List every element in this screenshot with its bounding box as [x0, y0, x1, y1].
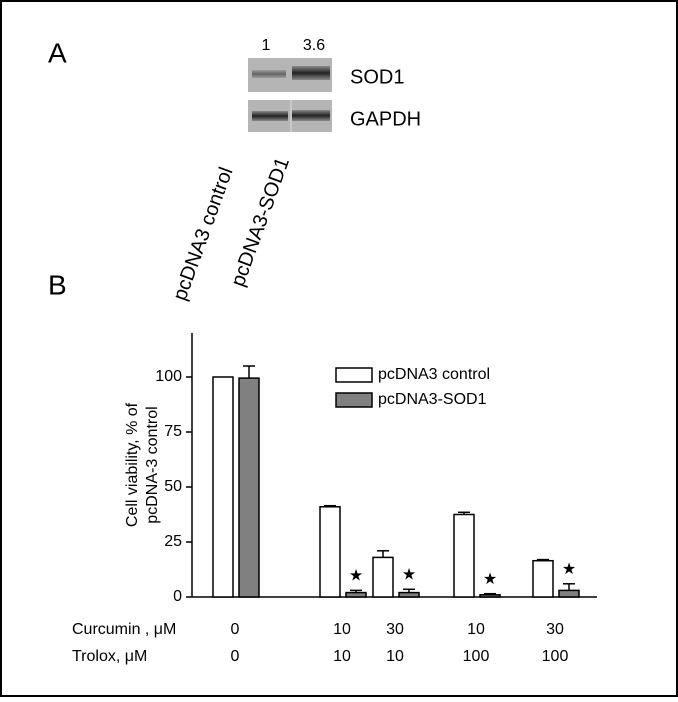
x-tick-label: 10	[467, 621, 485, 638]
bar	[558, 589, 580, 598]
x-tick-label: 10	[333, 648, 351, 665]
blot-band	[252, 111, 288, 121]
significance-star: ★	[402, 567, 416, 584]
band-ratio: 1	[262, 37, 271, 54]
blot-band	[292, 110, 330, 121]
row-label: Curcumin , μM	[72, 621, 176, 638]
bar	[345, 591, 367, 598]
x-tick-label: 10	[333, 621, 351, 638]
panel-label: B	[48, 269, 67, 300]
band-label: SOD1	[350, 66, 404, 88]
blot	[248, 58, 332, 132]
bar	[532, 559, 554, 598]
bar	[372, 556, 394, 598]
y-tick-label: 25	[164, 533, 182, 550]
band-ratio: 3.6	[303, 37, 325, 54]
panel-label: A	[48, 37, 67, 68]
bar	[453, 513, 475, 598]
legend-swatch	[335, 367, 373, 383]
significance-star: ★	[349, 568, 363, 585]
significance-star: ★	[562, 561, 576, 578]
x-tick-label: 100	[542, 648, 569, 665]
y-tick-label: 75	[164, 423, 182, 440]
y-axis-label: Cell viability, % of	[124, 402, 141, 527]
x-tick-label: 30	[546, 621, 564, 638]
blot-band	[292, 66, 330, 80]
y-tick-label: 100	[155, 368, 182, 385]
significance-star: ★	[483, 571, 497, 588]
legend-label: pcDNA3-SOD1	[378, 391, 487, 408]
y-tick-label: 50	[164, 478, 182, 495]
band-label: GAPDH	[350, 108, 421, 130]
legend-label: pcDNA3 control	[378, 366, 490, 383]
bar	[212, 376, 234, 598]
x-tick-label: 10	[386, 648, 404, 665]
x-tick-label: 0	[231, 621, 240, 638]
bar	[238, 377, 260, 598]
x-tick-label: 0	[231, 648, 240, 665]
y-tick-label: 0	[173, 588, 182, 605]
bar	[479, 594, 501, 598]
x-tick-label: 30	[386, 621, 404, 638]
y-axis-label: pcDNA-3 control	[144, 406, 161, 523]
x-tick-label: 100	[463, 648, 490, 665]
legend-swatch	[335, 392, 373, 408]
bar	[398, 591, 420, 598]
row-label: Trolox, μM	[72, 648, 147, 665]
blot-band	[252, 70, 286, 78]
bar	[319, 506, 341, 598]
